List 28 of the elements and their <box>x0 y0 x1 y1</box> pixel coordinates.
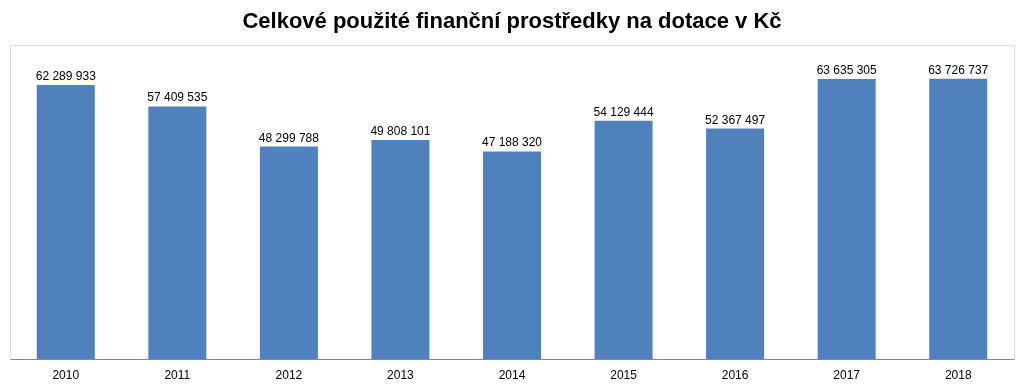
bar <box>36 84 95 359</box>
bar <box>929 78 988 359</box>
data-label: 63 635 305 <box>816 63 878 78</box>
bar <box>148 106 207 359</box>
x-tick-label: 2014 <box>498 367 526 382</box>
data-label: 57 409 535 <box>147 90 208 105</box>
x-tick-label: 2017 <box>833 367 861 382</box>
x-tick-label: 2012 <box>275 367 303 382</box>
data-label: 54 129 444 <box>593 104 654 119</box>
data-label: 63 726 737 <box>928 62 989 77</box>
data-label: 49 808 101 <box>370 123 431 138</box>
bar <box>594 120 653 359</box>
x-tick-label: 2016 <box>721 367 749 382</box>
data-label: 62 289 933 <box>35 68 97 83</box>
bar <box>371 139 430 359</box>
bar <box>817 79 876 359</box>
x-tick-label: 2015 <box>610 367 638 382</box>
data-label: 48 299 788 <box>258 130 320 145</box>
bar <box>483 151 541 359</box>
x-tick-label: 2013 <box>387 367 415 382</box>
bar <box>259 146 318 359</box>
data-label: 52 367 497 <box>705 112 766 127</box>
x-tick-label: 2018 <box>944 367 972 382</box>
bar <box>706 128 765 359</box>
chart-title: Celkové použité finanční prostředky na dotace v Kč <box>242 8 782 33</box>
x-tick-label: 2010 <box>52 367 80 382</box>
data-label: 47 188 320 <box>481 135 543 150</box>
x-tick-label: 2011 <box>164 367 191 382</box>
